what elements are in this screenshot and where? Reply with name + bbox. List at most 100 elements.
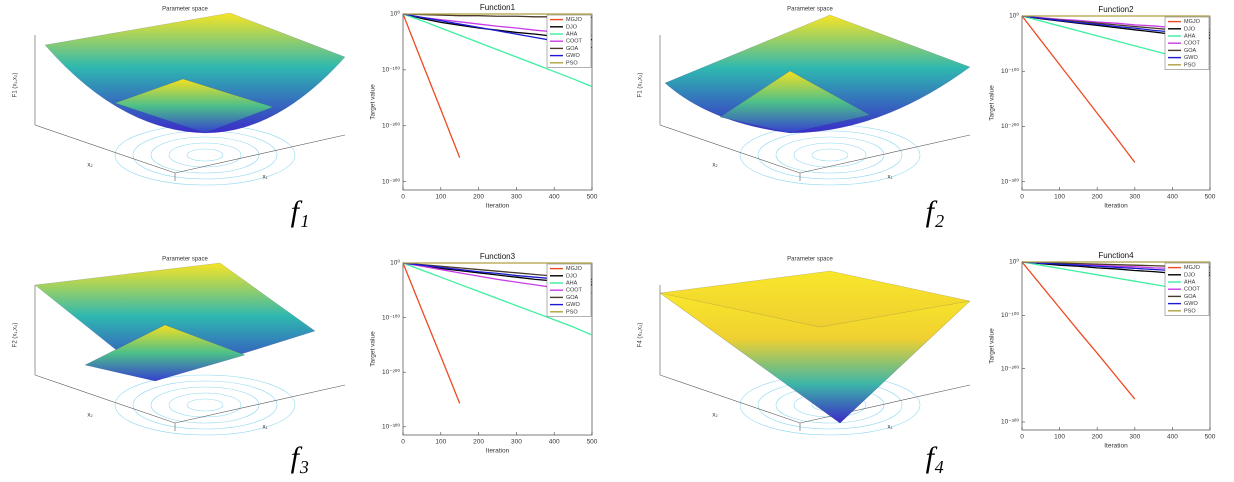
x-tick-label: 0 xyxy=(1020,194,1024,201)
x-tick-label: 400 xyxy=(549,194,560,201)
surface xyxy=(84,324,246,382)
y-tick-label: 10⁰ xyxy=(1009,258,1019,266)
subfigure-label: f₂ xyxy=(926,195,945,228)
series-line xyxy=(403,13,461,158)
contour xyxy=(775,136,885,174)
contour xyxy=(186,148,224,162)
y-axis-label: x₂ xyxy=(87,413,93,419)
y-tick-label: 10⁻³⁰⁰ xyxy=(382,177,400,185)
series-line xyxy=(403,262,592,336)
chart-title: Function4 xyxy=(1098,251,1134,260)
x-tick-label: 200 xyxy=(473,194,484,201)
series-line xyxy=(403,13,592,88)
x-tick-label: 400 xyxy=(1167,434,1178,441)
contour xyxy=(114,374,296,436)
x-tick-label: 500 xyxy=(1205,194,1216,201)
legend-label: PSO xyxy=(1184,62,1196,68)
surface xyxy=(34,262,316,382)
y-axis-label: Target value xyxy=(370,84,377,120)
contour xyxy=(114,124,296,186)
y-axis-label: x₂ xyxy=(87,163,93,169)
x-axis-label: Iteration xyxy=(1104,443,1128,450)
legend-label: GWO xyxy=(1184,301,1198,307)
z-axis-label: F1 (x₁,x₂) xyxy=(13,73,19,98)
legend-label: COOT xyxy=(1184,287,1201,293)
contour xyxy=(168,142,242,168)
y-axis-label: x₂ xyxy=(712,163,718,169)
legend-label: COOT xyxy=(566,39,583,45)
y-tick-label: 10⁰ xyxy=(1009,12,1019,20)
surface-title: Parameter space xyxy=(787,7,833,13)
legend-label: GWO xyxy=(1184,55,1198,61)
z-axis-label: F2 (x₁,x₂) xyxy=(13,323,19,348)
x-axis-label: x₁ xyxy=(262,425,267,431)
legend-label: COOT xyxy=(566,288,583,294)
x-tick-label: 0 xyxy=(401,439,405,446)
y-axis-label: Target value xyxy=(370,331,377,367)
x-tick-label: 100 xyxy=(1054,434,1065,441)
surface xyxy=(114,78,274,134)
subfigure-label: f₃ xyxy=(291,441,310,474)
surface xyxy=(719,70,871,134)
z-axis-label: F4 (x₁,x₂) xyxy=(638,323,644,348)
y-tick-label: 10⁰ xyxy=(390,10,400,18)
legend-label: MGJO xyxy=(566,266,583,272)
surface xyxy=(659,292,971,424)
x-tick-label: 200 xyxy=(1092,194,1103,201)
y-axis-label: x₂ xyxy=(712,413,718,419)
surface-title: Parameter space xyxy=(162,7,208,13)
contour xyxy=(739,124,921,186)
contour xyxy=(793,142,867,168)
surface-plot: Parameter space F1 (x₁,x₂) x₁ x₂ xyxy=(638,7,971,186)
legend-label: AHA xyxy=(566,31,578,37)
legend-label: MGJO xyxy=(566,17,583,23)
contour xyxy=(132,380,278,430)
contour xyxy=(150,386,260,424)
legend-label: PSO xyxy=(566,309,578,315)
legend-label: COOT xyxy=(1184,41,1201,47)
surface-title: Parameter space xyxy=(787,257,833,263)
legend-label: DJO xyxy=(566,273,578,279)
series-line xyxy=(1022,261,1136,400)
legend-label: MGJO xyxy=(1184,19,1201,25)
contour xyxy=(757,130,903,180)
y-axis-label: Target value xyxy=(989,328,996,364)
subfigure-label: f₁ xyxy=(291,195,310,228)
y-tick-label: 10⁻³⁰⁰ xyxy=(1001,177,1019,185)
y-tick-label: 10⁻²⁰⁰ xyxy=(1001,122,1019,130)
x-axis-label: Iteration xyxy=(486,203,510,210)
legend-label: DJO xyxy=(1184,26,1196,32)
legend-label: MGJO xyxy=(1184,265,1201,271)
x-tick-label: 500 xyxy=(587,194,598,201)
x-axis-label: x₁ xyxy=(887,175,892,181)
chart-title: Function1 xyxy=(480,3,516,12)
x-tick-label: 200 xyxy=(1092,434,1103,441)
x-tick-label: 100 xyxy=(1054,194,1065,201)
contour xyxy=(186,398,224,412)
legend-label: DJO xyxy=(566,24,578,30)
x-tick-label: 400 xyxy=(1167,194,1178,201)
y-tick-label: 10⁻³⁰⁰ xyxy=(1001,418,1019,426)
legend-label: PSO xyxy=(1184,308,1196,314)
x-axis-label: Iteration xyxy=(486,448,510,455)
chart-title: Function2 xyxy=(1098,5,1134,14)
x-tick-label: 0 xyxy=(401,194,405,201)
contour xyxy=(168,392,242,418)
x-axis-label: Iteration xyxy=(1104,203,1128,210)
contour xyxy=(150,136,260,174)
y-tick-label: 10⁻²⁰⁰ xyxy=(382,121,400,129)
legend-label: GOA xyxy=(566,295,579,301)
y-tick-label: 10⁻¹⁰⁰ xyxy=(382,313,400,321)
axis-frame xyxy=(659,35,971,181)
x-axis-label: x₁ xyxy=(887,425,892,431)
subfigure-label: f₄ xyxy=(926,441,945,474)
y-tick-label: 10⁻¹⁰⁰ xyxy=(1001,67,1019,75)
contour xyxy=(811,148,849,162)
surface-title: Parameter space xyxy=(162,257,208,263)
axis-frame xyxy=(659,285,971,431)
legend-label: GWO xyxy=(566,53,580,59)
x-tick-label: 400 xyxy=(549,439,560,446)
surface-plot: Parameter space F4 (x₁,x₂) x₁ x₂ xyxy=(638,257,971,436)
legend-label: AHA xyxy=(1184,33,1196,39)
y-tick-label: 10⁻³⁰⁰ xyxy=(382,423,400,431)
